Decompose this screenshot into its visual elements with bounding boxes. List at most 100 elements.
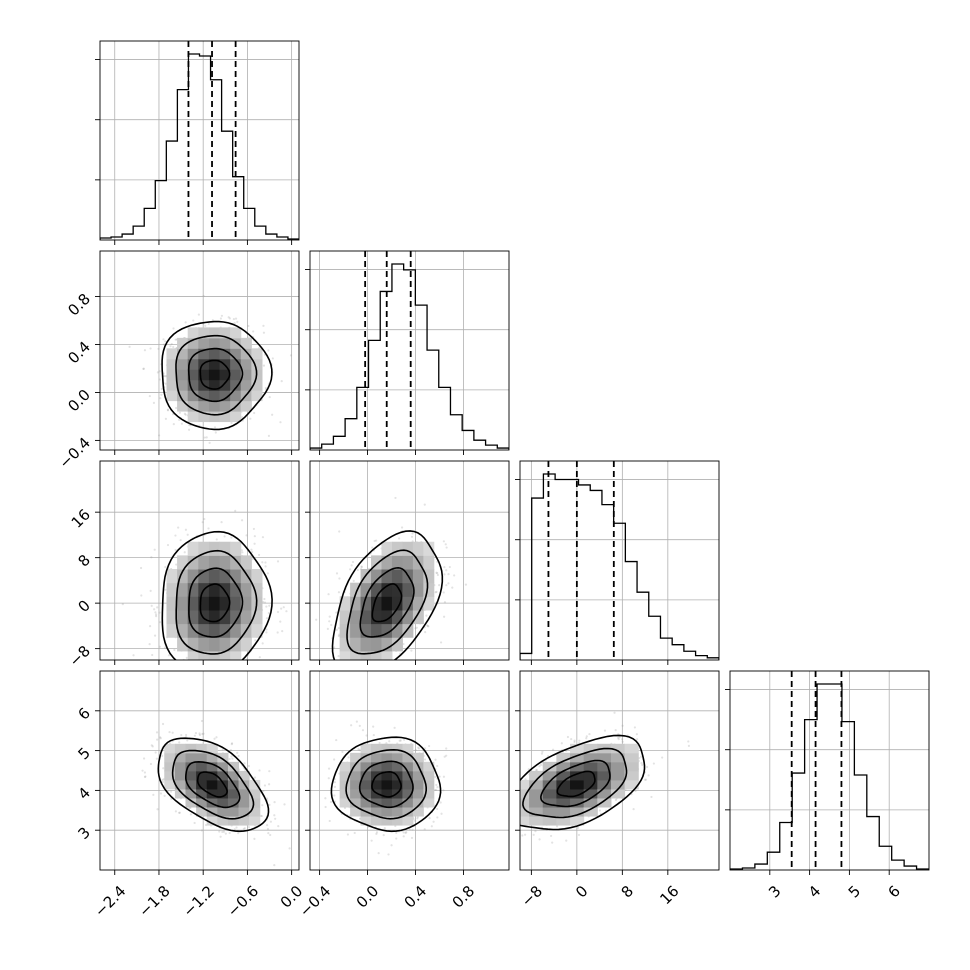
contour-line (175, 549, 258, 655)
gridlines (100, 671, 299, 870)
scatter-point (408, 828, 411, 831)
scatter-point (387, 853, 390, 856)
y-tick-label: 3 (75, 823, 94, 842)
density-cell (371, 555, 382, 570)
scatter-point (428, 817, 431, 820)
density-cell (350, 770, 362, 781)
density-cell (230, 541, 242, 556)
scatter-point (350, 564, 353, 567)
scatter-point (402, 831, 405, 834)
density-cell (206, 761, 218, 772)
density-cell (187, 337, 199, 349)
density-cell (217, 779, 229, 790)
density-cell (230, 358, 242, 370)
scatter-point (373, 539, 376, 543)
density-cell (198, 623, 210, 638)
scatter-point (447, 582, 450, 585)
scatter-point (159, 792, 163, 795)
scatter-point (153, 608, 156, 611)
y-tick-label: 0.0 (64, 386, 94, 416)
scatter-point (213, 737, 216, 740)
scatter-point (261, 642, 264, 645)
scatter-point (183, 551, 186, 554)
scatter-point (390, 844, 393, 847)
density-cell (423, 596, 435, 611)
scatter-point (253, 411, 256, 415)
scatter-point (382, 833, 385, 837)
scatter-point (164, 340, 167, 343)
scatter-point (249, 417, 252, 420)
scatter-point (425, 624, 429, 627)
scatter-point (268, 604, 271, 607)
scatter-point (240, 549, 243, 552)
scatter-point (349, 568, 352, 571)
scatter-point (143, 775, 147, 779)
scatter-point (269, 820, 272, 823)
density-cell (350, 761, 362, 772)
density-cell (230, 337, 242, 349)
y-tick-label: 8 (75, 551, 94, 570)
scatter-point (413, 819, 417, 822)
density-cell (371, 582, 382, 597)
x-tick-label: −2.4 (91, 882, 129, 920)
density-cell (164, 770, 176, 781)
scatter-point (204, 678, 206, 680)
gridlines (100, 41, 299, 240)
density-cell (208, 609, 221, 625)
scatter-point (436, 816, 439, 819)
scatter-point (160, 387, 163, 391)
density-cell (360, 770, 372, 781)
scatter-point (158, 378, 161, 381)
scatter-point (214, 431, 217, 434)
x-tick-label: −1.8 (135, 882, 173, 920)
density-cell (371, 596, 382, 611)
scatter-point (166, 543, 170, 547)
scatter-point (154, 751, 157, 754)
scatter-point (154, 611, 157, 614)
scatter-point (357, 748, 360, 751)
density-cell (174, 779, 186, 790)
panel-frame (309, 460, 510, 661)
scatter-point (442, 591, 445, 594)
scatter-point (276, 631, 279, 634)
density-cell (185, 788, 197, 799)
scatter-point (279, 421, 282, 424)
scatter-point (220, 521, 223, 524)
density-layer (128, 294, 293, 444)
scatter-point (218, 830, 221, 833)
scatter-point (349, 678, 351, 680)
contour-line (331, 530, 444, 660)
density-cell (350, 623, 362, 638)
density-cell (381, 623, 393, 638)
scatter-point (428, 744, 431, 748)
density-cell (198, 637, 210, 652)
scatter-point (324, 797, 327, 800)
density-cell (391, 541, 403, 556)
scatter-point (438, 584, 441, 587)
density-cell (238, 788, 250, 799)
scatter-point (398, 739, 401, 742)
scatter-point (144, 775, 147, 778)
scatter-point (142, 757, 146, 760)
scatter-point (381, 688, 383, 690)
scatter-point (445, 546, 448, 549)
scatter-point (162, 338, 165, 341)
density-cell (177, 555, 189, 570)
scatter-point (436, 764, 439, 768)
scatter-point (242, 827, 245, 831)
scatter-point (245, 534, 248, 537)
scatter-point (151, 653, 154, 657)
scatter-point (288, 847, 291, 850)
scatter-point (443, 601, 447, 604)
density-cell (350, 797, 362, 808)
scatter-point (372, 733, 375, 737)
density-layer (315, 496, 468, 690)
density-cell (177, 637, 189, 652)
scatter-point (388, 740, 391, 743)
panel-frame (99, 40, 300, 241)
scatter-point (372, 725, 375, 728)
scatter-point (174, 548, 177, 552)
scatter-point (273, 864, 276, 867)
density-cell (217, 788, 229, 799)
y-tick-label: −0.4 (56, 434, 94, 472)
